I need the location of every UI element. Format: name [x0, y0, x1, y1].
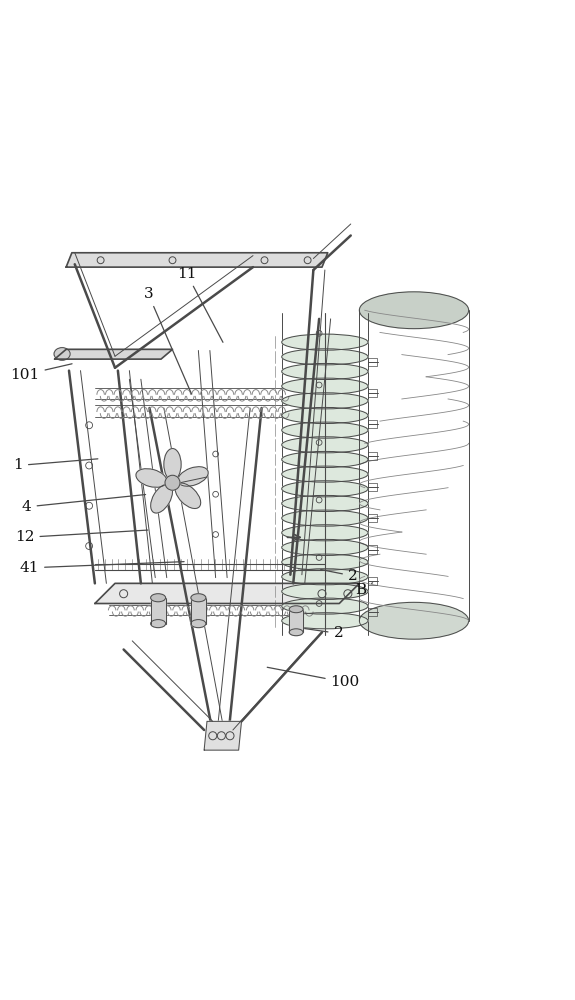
- Polygon shape: [95, 583, 359, 603]
- Text: 11: 11: [177, 267, 223, 342]
- Ellipse shape: [359, 292, 469, 329]
- Polygon shape: [55, 349, 172, 359]
- Ellipse shape: [282, 334, 368, 350]
- Ellipse shape: [282, 569, 368, 585]
- Ellipse shape: [282, 495, 368, 512]
- Ellipse shape: [151, 484, 172, 513]
- Ellipse shape: [151, 594, 166, 602]
- Text: 101: 101: [10, 364, 72, 382]
- Text: 2: 2: [293, 626, 343, 640]
- Ellipse shape: [151, 620, 166, 628]
- Text: 3: 3: [144, 287, 191, 394]
- Text: B: B: [355, 583, 373, 597]
- Ellipse shape: [282, 539, 368, 555]
- Ellipse shape: [191, 594, 206, 602]
- Ellipse shape: [178, 467, 208, 486]
- Ellipse shape: [282, 349, 368, 365]
- Ellipse shape: [289, 606, 303, 613]
- Polygon shape: [191, 598, 206, 624]
- Text: 41: 41: [20, 561, 184, 575]
- Ellipse shape: [54, 348, 70, 360]
- Polygon shape: [289, 609, 303, 632]
- Ellipse shape: [282, 554, 368, 570]
- Ellipse shape: [282, 378, 368, 394]
- Polygon shape: [151, 598, 166, 624]
- Text: 12: 12: [15, 530, 148, 544]
- Ellipse shape: [282, 613, 368, 629]
- Text: 1: 1: [13, 458, 98, 472]
- Ellipse shape: [282, 422, 368, 438]
- Ellipse shape: [136, 469, 167, 487]
- Polygon shape: [66, 253, 328, 267]
- Ellipse shape: [282, 525, 368, 541]
- Ellipse shape: [282, 407, 368, 424]
- Ellipse shape: [282, 510, 368, 526]
- Polygon shape: [204, 721, 242, 750]
- Text: 100: 100: [267, 667, 360, 689]
- Ellipse shape: [282, 393, 368, 409]
- Ellipse shape: [359, 602, 469, 639]
- Ellipse shape: [164, 449, 181, 480]
- Ellipse shape: [282, 437, 368, 453]
- Ellipse shape: [175, 483, 201, 508]
- Ellipse shape: [282, 598, 368, 614]
- Ellipse shape: [282, 466, 368, 482]
- Ellipse shape: [289, 629, 303, 636]
- Text: 4: 4: [22, 495, 145, 514]
- Ellipse shape: [282, 583, 368, 599]
- Ellipse shape: [282, 481, 368, 497]
- Ellipse shape: [282, 363, 368, 380]
- Circle shape: [165, 475, 180, 490]
- Ellipse shape: [282, 451, 368, 468]
- Text: 2: 2: [321, 569, 358, 583]
- Ellipse shape: [191, 620, 206, 628]
